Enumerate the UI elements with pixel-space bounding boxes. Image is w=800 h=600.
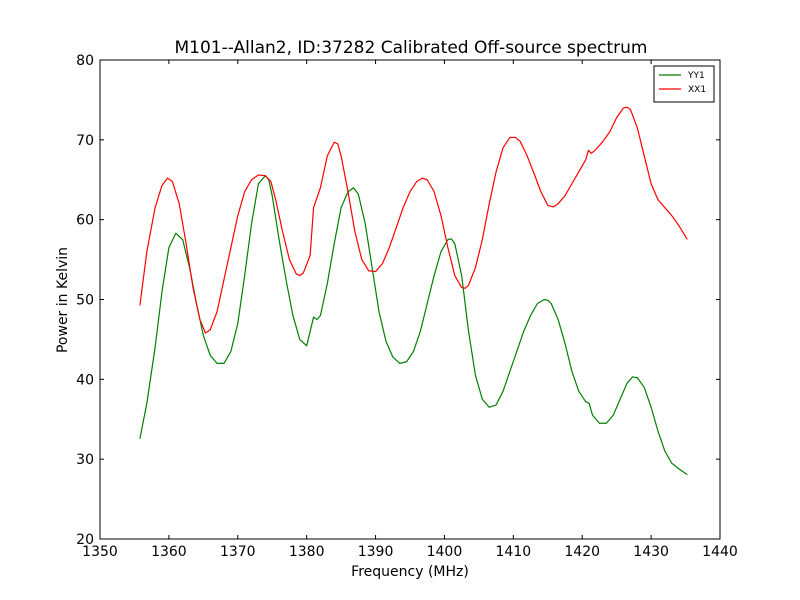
- legend-box: [653, 65, 715, 103]
- x-tick-label: 1410: [496, 544, 532, 560]
- y-tick-label: 70: [76, 133, 94, 149]
- legend-label-yy1: YY1: [687, 71, 705, 81]
- x-axis: 1350 1360 1370 1380 1390 1400 1410 1420 1430 1440: [82, 60, 738, 560]
- y-tick-label: 40: [76, 372, 94, 388]
- x-tick-label: 1380: [289, 544, 325, 560]
- chart-title: M101--Allan2, ID:37282 Calibrated Off-so…: [175, 38, 648, 58]
- x-tick-label: 1400: [427, 544, 463, 560]
- y-tick-label: 50: [76, 293, 94, 309]
- x-tick-label: 1360: [151, 544, 187, 560]
- y-axis: 20 30 40 50 60 70 80: [76, 53, 720, 548]
- y-tick-label: 30: [76, 452, 94, 468]
- x-axis-label: Frequency (MHz): [351, 564, 469, 580]
- y-tick-label: 80: [76, 53, 94, 69]
- x-tick-label: 1430: [633, 544, 669, 560]
- x-tick-label: 1420: [564, 544, 600, 560]
- y-tick-label: 60: [76, 213, 94, 229]
- x-tick-label: 1350: [82, 544, 118, 560]
- series-line-xx1: [139, 106, 688, 334]
- series-line-yy1: [139, 175, 688, 475]
- legend-label-xx1: XX1: [688, 85, 706, 95]
- series-layer: [139, 106, 688, 475]
- y-tick-label: 20: [76, 532, 94, 548]
- y-axis-label: Power in Kelvin: [55, 247, 71, 353]
- plot-frame: [99, 59, 721, 540]
- x-tick-label: 1440: [702, 544, 738, 560]
- x-tick-label: 1370: [220, 544, 256, 560]
- x-tick-label: 1390: [358, 544, 394, 560]
